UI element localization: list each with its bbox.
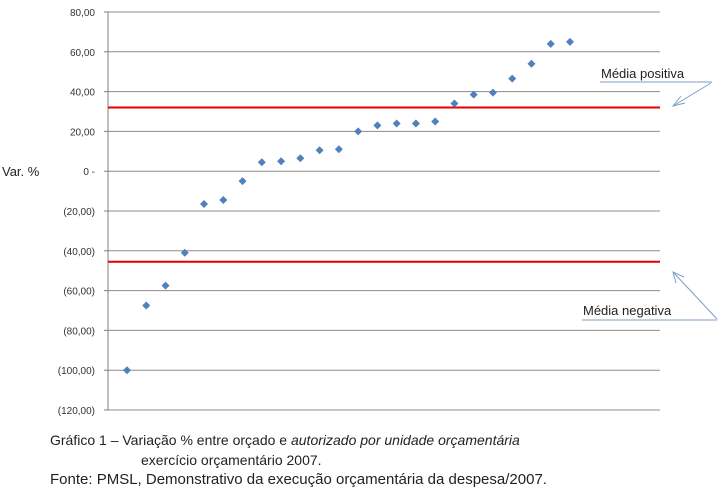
- y-tick-label: (40,00): [63, 247, 95, 258]
- y-tick-label: (60,00): [63, 287, 95, 298]
- data-point: [219, 196, 228, 205]
- y-axis-label: Var. %: [2, 164, 40, 179]
- data-point: [354, 127, 363, 136]
- gridlines: [108, 11, 660, 411]
- y-axis-ticks: 80,00 60,00 40,00 20,00 0 - (20,00) (40,00) (60…: [58, 8, 108, 417]
- data-point: [566, 37, 574, 46]
- data-point: [238, 177, 247, 186]
- data-point: [546, 39, 555, 48]
- y-tick-label: (120,00): [58, 406, 95, 417]
- media-negativa-label: Média negativa: [583, 303, 672, 318]
- annotation-media-negativa: Média negativa: [582, 271, 718, 321]
- caption-line-1: Gráfico 1 – Variação % entre orçado e au…: [50, 432, 520, 448]
- data-point: [200, 200, 209, 209]
- caption-line-2: exercício orçamentário 2007.: [141, 452, 322, 468]
- data-point: [431, 117, 440, 126]
- data-point: [469, 90, 478, 99]
- data-point: [277, 157, 286, 166]
- reference-lines: [108, 106, 660, 263]
- data-point: [161, 281, 170, 290]
- media-negativa-arrowhead: [672, 271, 685, 284]
- caption-line-1-prefix: Gráfico 1 – Variação % entre orçado e: [50, 432, 291, 448]
- data-point: [373, 121, 382, 130]
- data-point: [257, 158, 266, 167]
- y-tick-label: 80,00: [70, 8, 95, 19]
- data-point: [392, 119, 401, 128]
- chart: 80,00 60,00 40,00 20,00 0 - (20,00) (40,00) (60…: [2, 8, 718, 417]
- data-point: [527, 59, 536, 68]
- data-point: [488, 88, 497, 97]
- data-point: [296, 154, 305, 163]
- y-tick-label: (20,00): [63, 207, 95, 218]
- y-tick-label: (100,00): [58, 366, 95, 377]
- data-point: [123, 366, 131, 375]
- data-points: [123, 37, 574, 375]
- y-tick-label: 0 -: [83, 167, 95, 178]
- data-point: [142, 301, 151, 310]
- media-positiva-arrowhead: [671, 95, 686, 107]
- data-point: [180, 248, 189, 257]
- caption-source: Fonte: PMSL, Demonstrativo da execução o…: [50, 471, 547, 488]
- media-positiva-label: Média positiva: [601, 66, 685, 81]
- data-point: [334, 145, 343, 154]
- annotation-media-positiva: Média positiva: [600, 66, 712, 107]
- data-point: [315, 146, 324, 155]
- data-point: [411, 119, 420, 128]
- caption-line-1-italic: autorizado por unidade orçamentária: [290, 432, 520, 448]
- media-positiva-arrow: [672, 82, 712, 107]
- data-point: [450, 99, 459, 108]
- y-tick-label: 40,00: [70, 88, 95, 99]
- y-tick-label: 20,00: [70, 127, 95, 138]
- y-tick-label: 60,00: [70, 48, 95, 59]
- y-tick-label: (80,00): [63, 326, 95, 337]
- data-point: [508, 74, 517, 83]
- media-negativa-arrow: [672, 271, 718, 320]
